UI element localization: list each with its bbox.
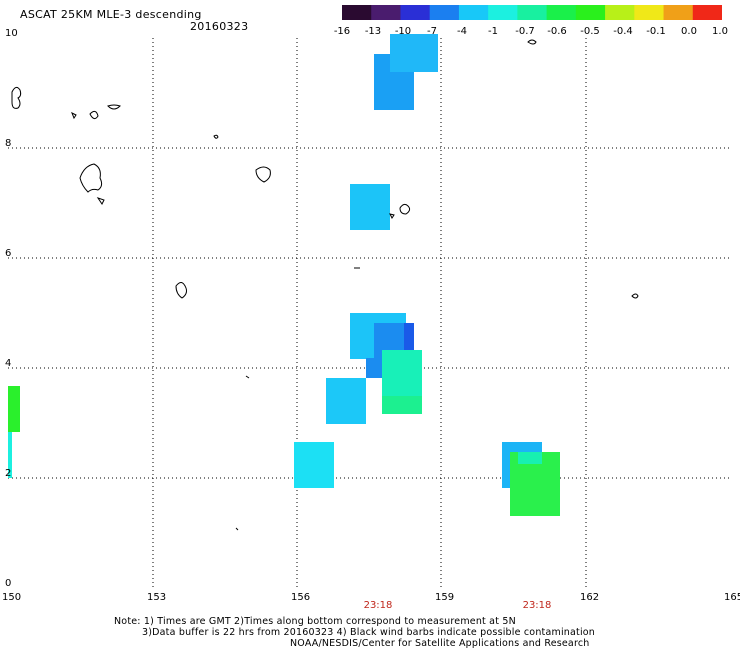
x-tick-label: 150	[2, 592, 22, 603]
note-line-1: Note: 1) Times are GMT 2)Times along bot…	[114, 616, 516, 627]
wind-data-cell	[294, 442, 334, 488]
coastline	[79, 163, 103, 193]
coastline	[107, 104, 121, 110]
legend-label: -10	[394, 26, 412, 37]
coastlines	[11, 39, 639, 531]
note-line-3: NOAA/NESDIS/Center for Satellite Applica…	[290, 638, 590, 649]
coastline	[255, 166, 271, 183]
y-tick-label: 2	[5, 468, 12, 479]
time-label: 23:18	[363, 600, 393, 611]
legend-label: -1	[488, 26, 498, 37]
x-tick-label: 165	[724, 592, 740, 603]
coastline	[631, 293, 639, 299]
legend-label: 0.0	[681, 26, 697, 37]
coastline	[96, 197, 105, 205]
legend-swatch	[663, 5, 694, 20]
legend-label: 1.0	[712, 26, 728, 37]
wind-data-cell	[366, 358, 382, 378]
wind-data-cell	[382, 350, 422, 396]
legend-label: -13	[364, 26, 382, 37]
y-tick-label: 8	[5, 138, 12, 149]
legend-label: -0.6	[547, 26, 567, 37]
legend-swatch	[634, 5, 665, 20]
wind-data-cell	[382, 396, 422, 414]
legend-swatch	[517, 5, 548, 20]
coastline	[89, 110, 99, 120]
wind-data-cell	[8, 386, 20, 432]
x-tick-label: 153	[147, 592, 167, 603]
note-line-2: 3)Data buffer is 22 hrs from 20160323 4)…	[142, 627, 596, 638]
x-tick-label: 156	[291, 592, 311, 603]
wind-data-cell	[518, 452, 542, 464]
legend-label: -0.1	[646, 26, 666, 37]
coastline	[389, 213, 395, 219]
chart-title: ASCAT 25KM MLE-3 descending	[20, 8, 202, 21]
y-tick-label: 4	[5, 358, 12, 369]
wind-data-cell	[326, 378, 366, 424]
wind-data-cell	[390, 34, 438, 72]
legend-label: -0.4	[613, 26, 633, 37]
coastline	[235, 527, 239, 531]
color-legend-bar	[342, 5, 722, 20]
y-tick-label: 6	[5, 248, 12, 259]
chart-date: 20160323	[190, 20, 249, 33]
legend-swatch	[546, 5, 577, 20]
coastline	[71, 111, 77, 120]
y-tick-label: 0	[5, 578, 12, 589]
legend-swatch	[458, 5, 489, 20]
coastline	[399, 203, 411, 215]
legend-swatch	[605, 5, 635, 20]
x-tick-label: 159	[435, 592, 455, 603]
legend-swatch	[342, 5, 372, 20]
legend-label: -16	[333, 26, 351, 37]
legend-swatch	[429, 5, 460, 20]
legend-label: -4	[457, 26, 467, 37]
x-tick-label: 162	[580, 592, 600, 603]
legend-swatch	[371, 5, 401, 20]
legend-swatch	[488, 5, 518, 20]
time-label: 23:18	[522, 600, 552, 611]
coastline	[245, 375, 250, 379]
legend-swatch	[575, 5, 606, 20]
coastline	[175, 282, 187, 299]
legend-swatch	[400, 5, 431, 20]
wind-data-cell	[8, 432, 12, 478]
legend-label: -0.5	[580, 26, 600, 37]
legend-label: -7	[427, 26, 437, 37]
wind-data-cell	[350, 184, 390, 230]
coastline	[11, 86, 22, 109]
legend-swatch	[692, 5, 722, 20]
legend-label: -0.7	[515, 26, 535, 37]
data-cells	[8, 34, 560, 516]
coastline	[527, 39, 537, 45]
wind-data-cell	[404, 323, 414, 359]
coastline	[213, 134, 219, 139]
y-tick-label: 10	[5, 28, 18, 39]
